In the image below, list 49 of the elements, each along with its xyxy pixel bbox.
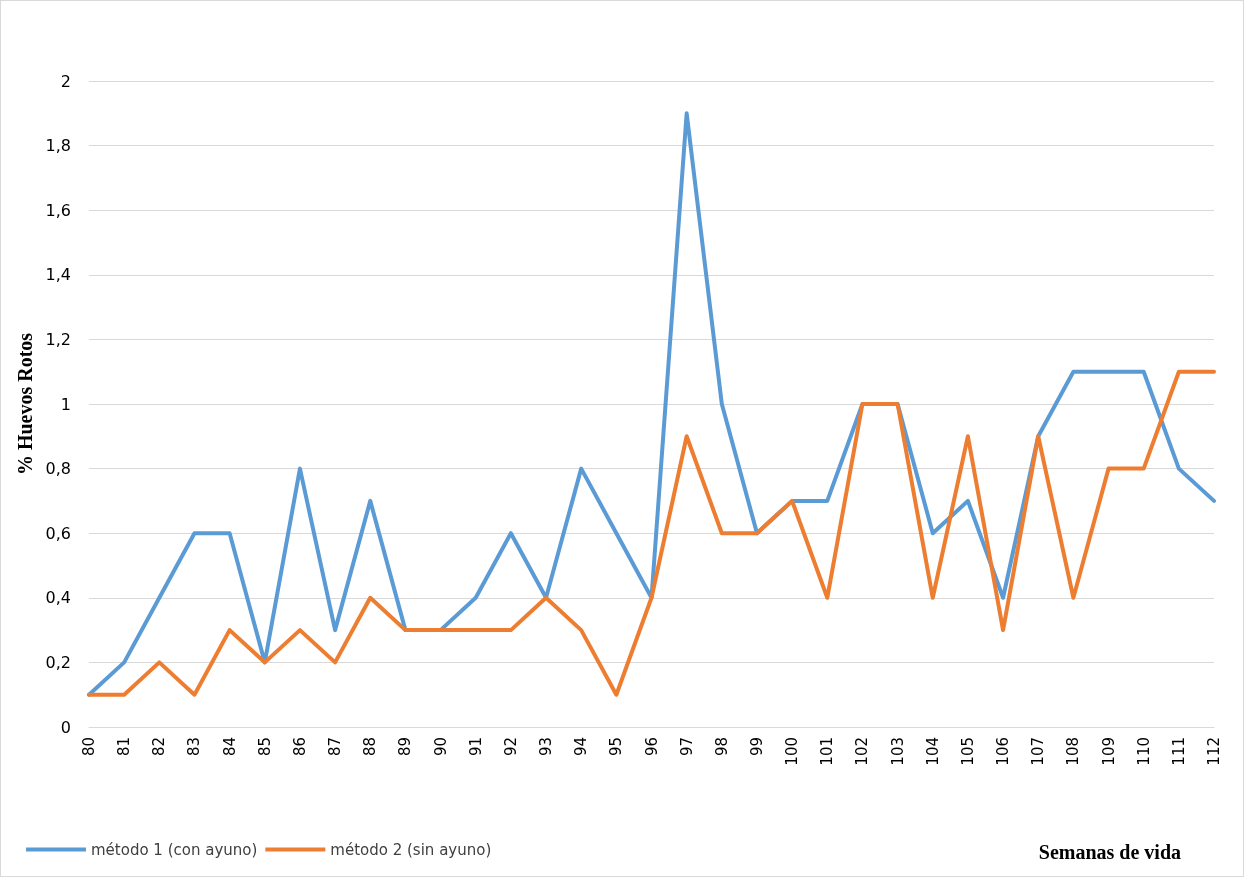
legend-label: método 1 (con ayuno) (91, 840, 258, 859)
x-tick-label: 101 (818, 737, 837, 766)
x-tick-label: 104 (923, 737, 942, 766)
line-series (87, 369, 1216, 697)
x-tick-label: 92 (501, 737, 520, 757)
x-tick-label: 88 (361, 737, 380, 757)
x-tick-label: 80 (80, 737, 98, 757)
x-tick-label: 86 (290, 737, 309, 757)
y-tick-label: 0,2 (45, 652, 71, 672)
x-tick-label: 94 (572, 737, 591, 757)
y-tick-label: 1 (60, 394, 71, 414)
x-tick-label: 97 (677, 737, 696, 757)
y-tick-label: 0,4 (45, 588, 71, 608)
x-tick-label: 96 (642, 737, 661, 757)
y-axis-title: % Huevos Rotos (13, 332, 36, 476)
x-tick-label: 105 (958, 737, 977, 766)
x-tick-label: 90 (431, 737, 450, 757)
x-tick-label: 99 (747, 737, 766, 757)
x-tick-label: 110 (1134, 737, 1153, 766)
x-tick-label: 102 (853, 737, 872, 766)
x-tick-label: 111 (1169, 737, 1188, 766)
x-tick-label: 81 (115, 737, 134, 757)
x-axis-title: Semanas de vida (1038, 841, 1181, 863)
y-tick-label: 1,4 (45, 265, 71, 285)
x-tick-label: 82 (150, 737, 169, 757)
x-tick-label: 100 (783, 737, 802, 766)
y-tick-label: 1,8 (45, 136, 71, 156)
x-tick-label: 87 (326, 737, 345, 757)
x-tick-label: 89 (396, 737, 415, 757)
y-tick-label: 1,6 (45, 200, 71, 220)
x-tick-label: 93 (537, 737, 556, 757)
x-tick-label: 83 (185, 737, 204, 757)
legend-label: método 2 (sin ayuno) (330, 840, 492, 859)
x-tick-label: 84 (220, 737, 239, 757)
x-tick-label: 103 (888, 737, 907, 766)
x-tick-label: 106 (994, 737, 1013, 766)
y-tick-label: 1,2 (45, 329, 71, 349)
y-tick-label: 2 (60, 71, 71, 91)
y-tick-label: 0,6 (45, 523, 71, 543)
x-tick-label: 112 (1205, 737, 1223, 766)
x-tick-label: 95 (607, 737, 626, 757)
y-tick-label: 0 (60, 717, 71, 737)
y-tick-label: 0,8 (45, 459, 71, 479)
x-tick-label: 98 (712, 737, 731, 757)
x-tick-label: 85 (255, 737, 274, 757)
x-tick-label: 109 (1099, 737, 1118, 766)
x-tick-label: 107 (1029, 737, 1048, 766)
x-tick-label: 108 (1064, 737, 1083, 766)
x-tick-label: 91 (466, 737, 485, 757)
